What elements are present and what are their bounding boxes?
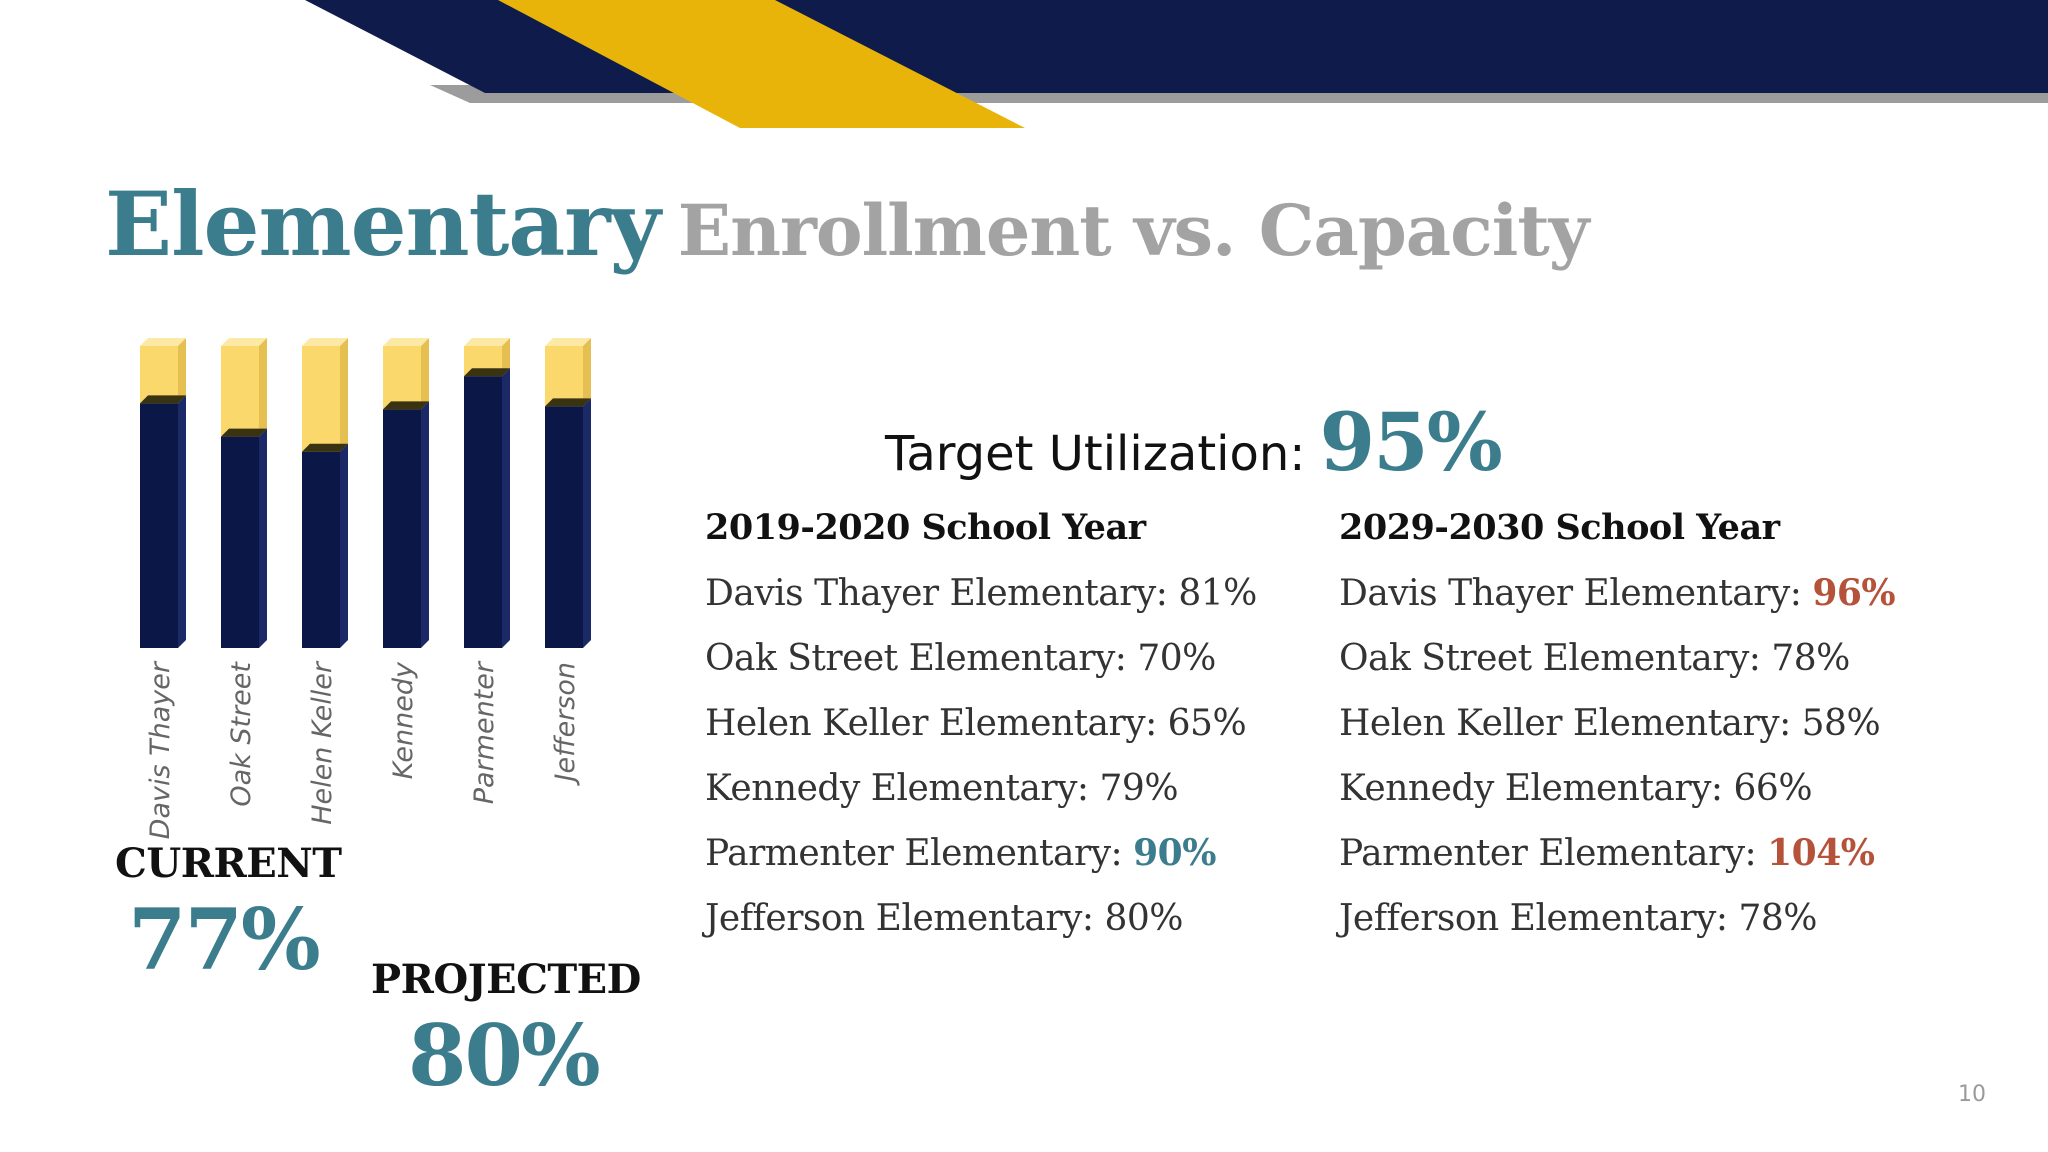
tick-label: Jefferson (550, 662, 581, 786)
bar-capacity-side (583, 338, 591, 407)
school-pct: 81% (1178, 573, 1257, 614)
target-value: 95% (1319, 395, 1502, 489)
bar-capacity-top (464, 338, 510, 346)
bar-top (140, 395, 186, 404)
bar-top (383, 401, 429, 410)
school-pct: 70% (1137, 638, 1216, 679)
school-pct: 66% (1733, 768, 1813, 809)
bar-capacity-side (502, 338, 510, 377)
school-name: Jefferson Elementary: (1339, 898, 1739, 939)
bar-capacity (221, 346, 259, 437)
list-item: Helen Keller Elementary: 65% (705, 691, 1247, 756)
bar-capacity-top (140, 338, 186, 346)
school-name: Davis Thayer Elementary: (705, 573, 1179, 614)
school-year-2019-column: 2019-2020 School Year Davis Thayer Eleme… (705, 505, 1257, 951)
list-item: Parmenter Elementary: 90% (705, 821, 1225, 886)
title-rest: Enrollment vs. Capacity (677, 189, 1590, 272)
current-label: CURRENT (115, 840, 342, 887)
bar-capacity-top (221, 338, 267, 346)
school-year-2029-column: 2029-2030 School Year Davis Thayer Eleme… (1339, 505, 1896, 951)
school-name: Oak Street Elementary: (705, 638, 1138, 679)
school-pct: 96% (1812, 572, 1896, 614)
list-item: Helen Keller Elementary: 58% (1339, 691, 1881, 756)
school-pct: 78% (1771, 638, 1850, 679)
school-pct: 58% (1801, 703, 1881, 744)
school-name: Helen Keller Elementary: (705, 703, 1168, 744)
list-item: Davis Thayer Elementary: 96% (1339, 561, 1896, 626)
bar-capacity (140, 346, 178, 404)
tick-label: Davis Thayer (145, 660, 176, 839)
school-pct: 80% (1104, 898, 1183, 939)
bar-capacity-top (302, 338, 348, 346)
column-heading: 2029-2030 School Year (1339, 507, 1780, 548)
tick-label: Helen Keller (307, 660, 338, 825)
title-highlight: Elementary (105, 172, 661, 276)
projected-value: 80% (408, 1006, 601, 1105)
bar (545, 406, 583, 648)
bar-capacity-side (259, 338, 267, 437)
header-banner (305, 0, 2048, 128)
school-pct: 65% (1167, 703, 1247, 744)
bar-capacity-side (421, 338, 429, 410)
list-item: Oak Street Elementary: 70% (705, 626, 1225, 691)
bar (383, 409, 421, 648)
tick-label: Parmenter (469, 660, 500, 804)
school-name: Jefferson Elementary: (705, 898, 1105, 939)
bar (140, 403, 178, 648)
school-name: Oak Street Elementary: (1339, 638, 1772, 679)
school-name: Parmenter Elementary: (1339, 833, 1768, 874)
school-pct: 90% (1133, 832, 1216, 874)
school-pct: 78% (1738, 898, 1817, 939)
list-item: Jefferson Elementary: 78% (1339, 886, 1859, 951)
bar (464, 376, 502, 648)
bar-side (340, 443, 348, 648)
school-name: Kennedy Elementary: (705, 768, 1100, 809)
bar-capacity (545, 346, 583, 407)
school-pct: 104% (1767, 832, 1875, 874)
school-name: Davis Thayer Elementary: (1339, 573, 1813, 614)
target-utilization: Target Utilization: 95% (885, 395, 1503, 489)
bar-side (259, 428, 267, 648)
bar-top (302, 443, 348, 452)
list-item: Kennedy Elementary: 79% (705, 756, 1225, 821)
bar (302, 451, 340, 648)
bar-side (583, 398, 591, 648)
list-item: Kennedy Elementary: 66% (1339, 756, 1859, 821)
projected-label: PROJECTED (371, 956, 641, 1003)
current-value: 77% (128, 890, 321, 989)
slide-title: Elementary Enrollment vs. Capacity (105, 172, 1590, 276)
school-name: Kennedy Elementary: (1339, 768, 1734, 809)
target-label: Target Utilization: (885, 426, 1306, 482)
bar-capacity-top (545, 338, 591, 346)
list-item: Parmenter Elementary: 104% (1339, 821, 1875, 886)
utilization-bar-chart: Davis Thayer Oak Street Helen Keller Kenned… (140, 338, 591, 839)
bar-side (178, 395, 186, 648)
bar-capacity-side (178, 338, 186, 404)
bar-side (502, 368, 510, 648)
banner-gold-stripe (498, 0, 1025, 128)
bar-top (221, 428, 267, 437)
list-item: Jefferson Elementary: 80% (705, 886, 1225, 951)
school-name: Parmenter Elementary: (705, 833, 1134, 874)
list-item: Oak Street Elementary: 78% (1339, 626, 1859, 691)
list-item: Davis Thayer Elementary: 81% (705, 561, 1257, 626)
tick-label: Oak Street (226, 661, 257, 807)
bar-capacity-top (383, 338, 429, 346)
bar-capacity-side (340, 338, 348, 452)
bar-top (464, 368, 510, 377)
bar-side (421, 401, 429, 648)
tick-label: Kennedy (388, 661, 419, 779)
column-heading: 2019-2020 School Year (705, 507, 1146, 548)
school-pct: 79% (1099, 768, 1179, 809)
school-name: Helen Keller Elementary: (1339, 703, 1802, 744)
bar (221, 436, 259, 648)
bar-capacity (302, 346, 340, 452)
bar-top (545, 398, 591, 407)
page-number: 10 (1958, 1082, 1986, 1107)
bar-capacity (383, 346, 421, 410)
